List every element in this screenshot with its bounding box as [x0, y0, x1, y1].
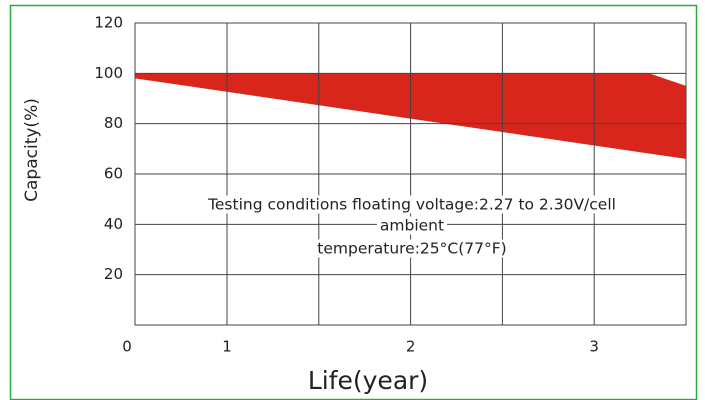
- x-tick-label: 0: [122, 338, 132, 356]
- y-tick-label: 100: [94, 64, 123, 82]
- x-tick-label: 3: [589, 338, 599, 356]
- x-axis-label: Life(year): [308, 366, 428, 395]
- plot-border: [134, 22, 687, 326]
- x-tick-label: 1: [222, 338, 232, 356]
- y-tick-label: 80: [104, 114, 123, 132]
- annotation-bg: [376, 216, 448, 235]
- annotation-bg: [204, 195, 619, 214]
- annotation: Testing conditions floating voltage:2.27…: [207, 196, 616, 214]
- annotation: ambient: [380, 217, 444, 235]
- y-tick-label: 40: [104, 215, 123, 233]
- annotation-bg: [314, 239, 510, 258]
- y-axis-label: Capacity(%): [22, 98, 42, 202]
- y-tick-label: 20: [104, 265, 123, 283]
- y-tick-label: 60: [104, 165, 123, 183]
- y-tick-label: 120: [94, 14, 123, 32]
- annotation: temperature:25°C(77°F): [317, 240, 506, 258]
- x-tick-label: 2: [406, 338, 416, 356]
